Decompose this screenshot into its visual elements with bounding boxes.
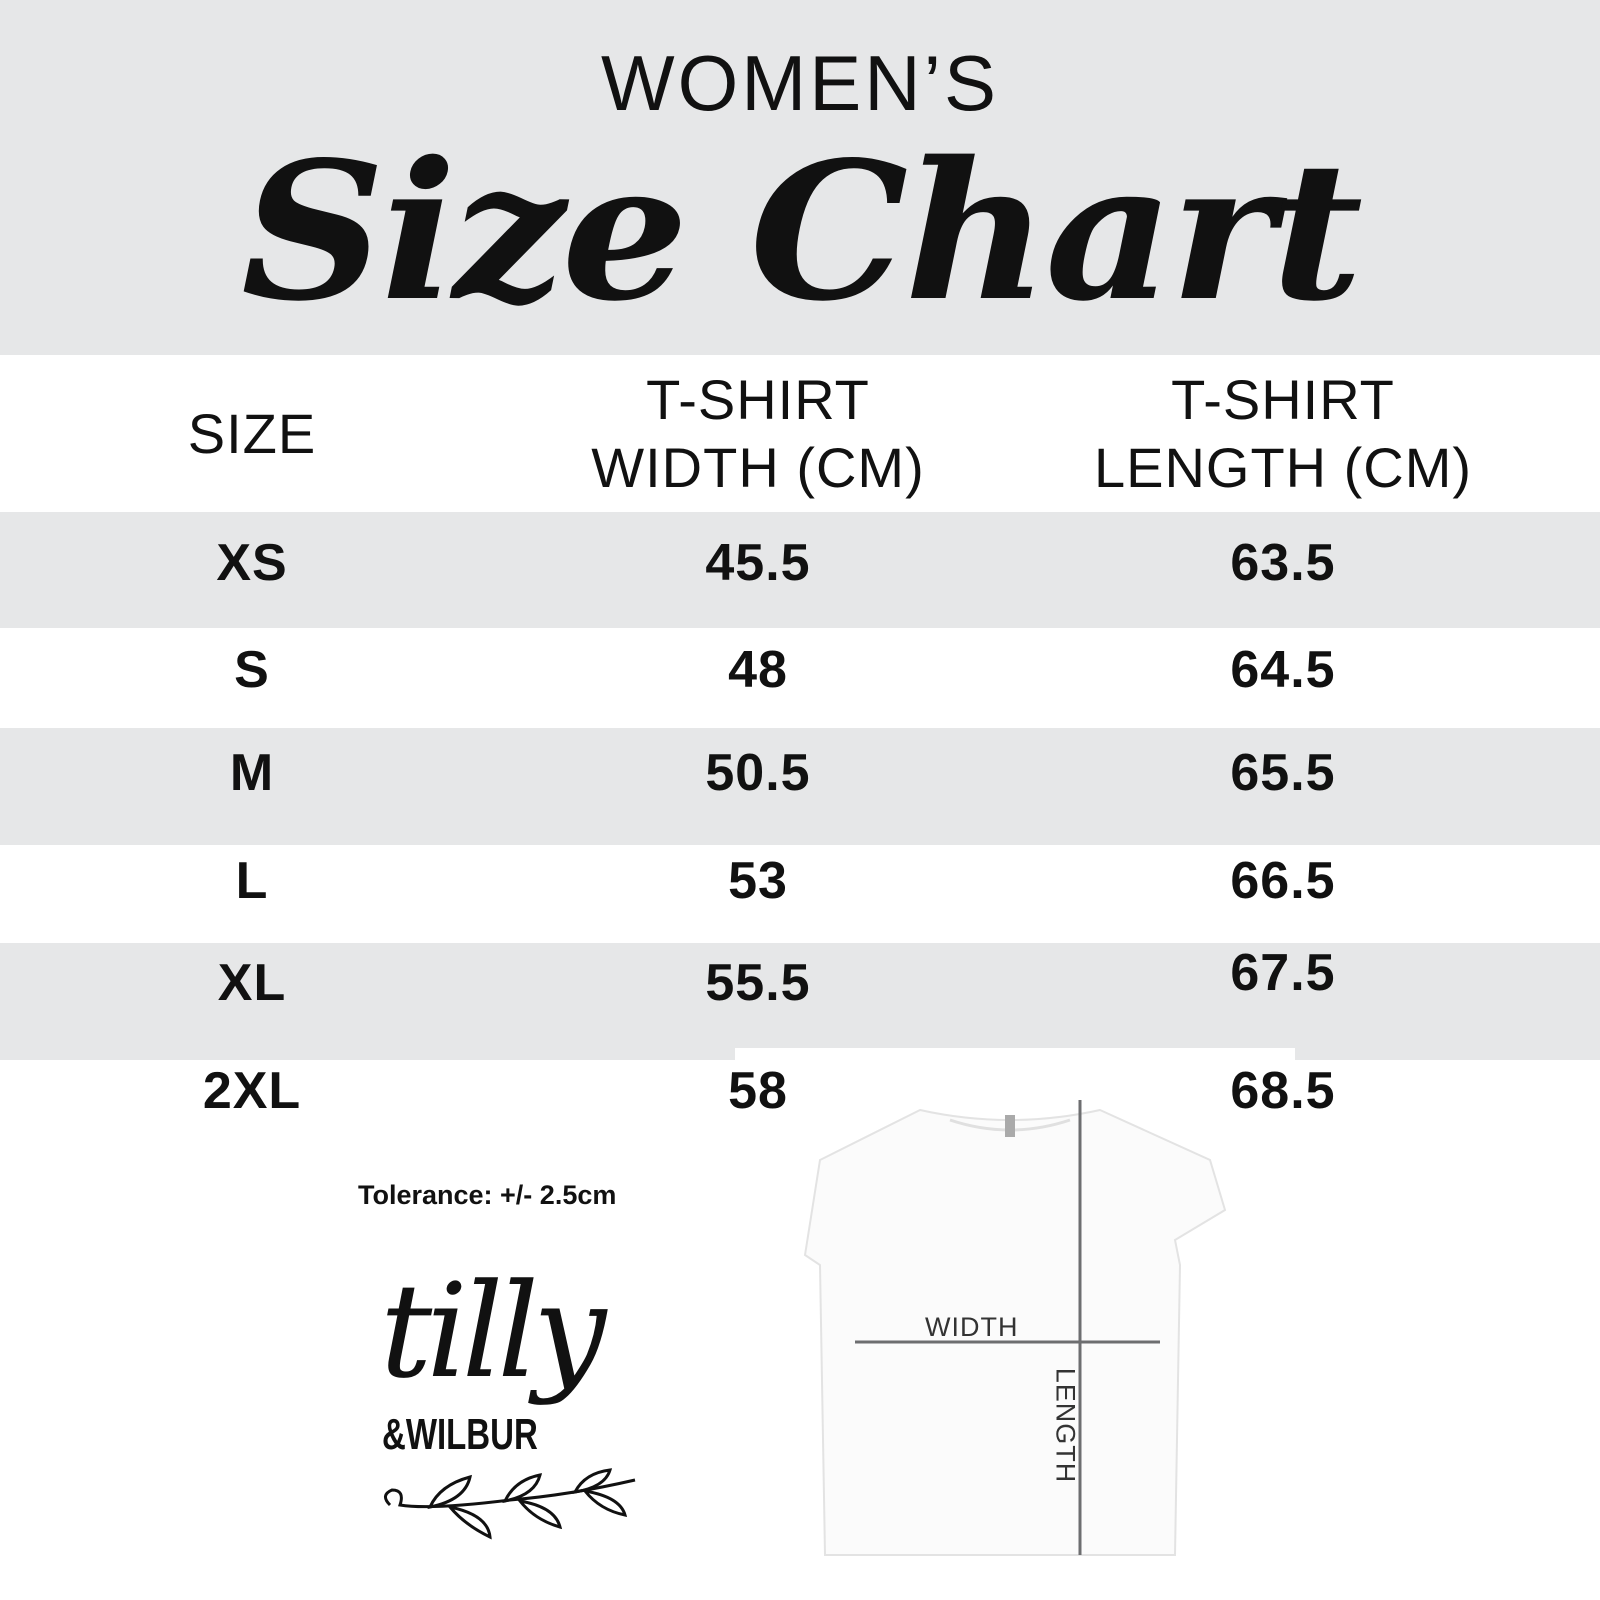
row-band-m [0, 728, 1600, 845]
cell-width: 48 [728, 641, 788, 699]
cell-width: 58 [728, 1062, 788, 1120]
col-length-line1: T-SHIRT [1171, 368, 1395, 431]
cell-length: 67.5 [1230, 944, 1336, 1002]
header-title: Size Chart [241, 120, 1363, 343]
tolerance-note: Tolerance: +/- 2.5cm [358, 1180, 617, 1210]
logo-line1: tilly [380, 1255, 606, 1407]
column-header-size: SIZE [102, 400, 402, 468]
col-length-line2: LENGTH (CM) [1093, 436, 1473, 499]
col-width-line1: T-SHIRT [646, 368, 870, 431]
header-subtitle: WOMEN’S [601, 39, 999, 127]
leaf-vine-icon [384, 1468, 636, 1540]
cell-width: 45.5 [705, 534, 811, 592]
cell-width: 53 [728, 852, 788, 910]
cell-length: 68.5 [1230, 1062, 1336, 1120]
logo-line2: &WILBUR [382, 1410, 538, 1459]
tshirt-diagram [803, 1100, 1227, 1556]
tshirt-shape [803, 1108, 1227, 1556]
cell-size: M [229, 744, 275, 802]
row-band-xs [0, 512, 1600, 628]
cell-size: L [235, 852, 269, 910]
row-band-notch [735, 1048, 1295, 1062]
cell-size: XL [217, 954, 287, 1012]
col-width-line2: WIDTH (CM) [591, 436, 925, 499]
length-label: LENGTH [1050, 1367, 1081, 1484]
col-size-label: SIZE [187, 402, 317, 465]
cell-length: 66.5 [1230, 852, 1336, 910]
cell-size: 2XL [202, 1062, 302, 1120]
cell-size: XS [216, 534, 288, 592]
width-label: WIDTH [925, 1312, 1019, 1342]
cell-length: 65.5 [1230, 744, 1336, 802]
column-header-length: T-SHIRT LENGTH (CM) [1033, 366, 1533, 502]
cell-size: S [234, 641, 270, 699]
cell-length: 64.5 [1230, 641, 1336, 699]
column-header-width: T-SHIRT WIDTH (CM) [508, 366, 1008, 502]
cell-width: 50.5 [705, 744, 811, 802]
neck-label-icon [1005, 1115, 1015, 1137]
cell-length: 63.5 [1230, 534, 1336, 592]
row-band-xl [0, 943, 1600, 1060]
header-band [0, 0, 1600, 355]
brand-logo: tilly &WILBUR [370, 1255, 650, 1545]
cell-width: 55.5 [705, 954, 811, 1012]
